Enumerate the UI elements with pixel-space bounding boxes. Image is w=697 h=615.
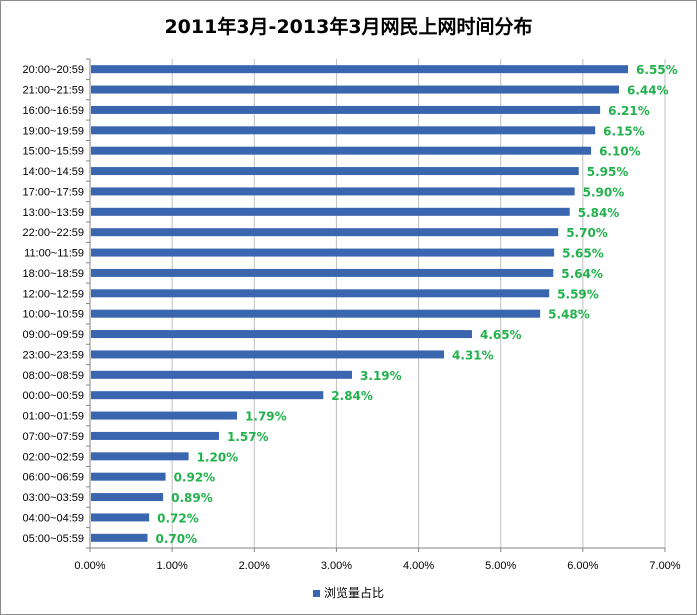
y-tick-label: 12:00~12:59 — [23, 288, 84, 300]
bar — [91, 85, 619, 94]
bar — [91, 289, 550, 298]
data-label: 5.48% — [548, 308, 590, 322]
data-label: 0.72% — [157, 511, 199, 525]
y-tick-label: 21:00~21:59 — [23, 85, 84, 97]
data-label: 1.79% — [245, 410, 287, 424]
x-tick-label: 7.00% — [649, 560, 680, 572]
y-tick-label: 10:00~10:59 — [23, 309, 84, 321]
data-label: 5.64% — [561, 267, 603, 281]
data-label: 5.65% — [562, 247, 604, 261]
bar — [91, 472, 166, 481]
data-label: 4.31% — [452, 348, 494, 362]
x-tick-label: 2.00% — [239, 560, 270, 572]
y-tick-label: 09:00~09:59 — [23, 329, 84, 341]
y-tick-label: 18:00~18:59 — [23, 268, 84, 280]
bar — [91, 350, 445, 359]
y-tick-label: 03:00~03:59 — [23, 492, 84, 504]
data-label: 5.95% — [587, 165, 629, 179]
y-tick-label: 06:00~06:59 — [23, 472, 84, 484]
bar — [91, 187, 575, 196]
bar — [91, 533, 148, 542]
bar — [91, 411, 238, 420]
x-tick-label: 0.00% — [74, 560, 105, 572]
data-label: 0.89% — [171, 491, 213, 505]
bar — [91, 248, 555, 257]
y-tick-label: 16:00~16:59 — [23, 105, 84, 117]
y-tick-label: 19:00~19:59 — [23, 125, 84, 137]
y-tick-label: 04:00~04:59 — [23, 512, 84, 524]
y-tick-label: 17:00~17:59 — [23, 186, 84, 198]
y-tick-label: 22:00~22:59 — [23, 227, 84, 239]
bar — [91, 391, 324, 400]
bar — [91, 268, 554, 277]
y-tick-label: 07:00~07:59 — [23, 431, 84, 443]
data-label: 3.19% — [360, 369, 402, 383]
y-tick-label: 05:00~05:59 — [23, 533, 84, 545]
data-label: 5.84% — [578, 206, 620, 220]
y-tick-label: 13:00~13:59 — [23, 207, 84, 219]
bar — [91, 493, 164, 502]
bar — [91, 370, 353, 379]
data-label: 0.92% — [174, 471, 216, 485]
y-tick-label: 15:00~15:59 — [23, 146, 84, 158]
x-tick-label: 4.00% — [403, 560, 434, 572]
bar — [91, 309, 541, 318]
data-label: 2.84% — [331, 389, 373, 403]
bar — [91, 126, 596, 135]
bar — [91, 146, 592, 155]
data-label: 4.65% — [480, 328, 522, 342]
y-tick-label: 00:00~00:59 — [23, 390, 84, 402]
chart-title: 2011年3月-2013年3月网民上网时间分布 — [164, 16, 533, 38]
x-tick-label: 1.00% — [157, 560, 188, 572]
data-label: 6.44% — [627, 84, 669, 98]
data-label: 5.70% — [566, 226, 608, 240]
data-label: 0.70% — [156, 532, 198, 546]
legend-swatch — [312, 590, 320, 597]
data-label: 6.21% — [608, 104, 650, 118]
bar — [91, 207, 570, 216]
data-label: 5.59% — [557, 287, 599, 301]
bar — [91, 228, 559, 237]
bar — [91, 167, 579, 176]
x-tick-label: 5.00% — [485, 560, 516, 572]
data-label: 1.57% — [227, 430, 269, 444]
bar — [91, 431, 219, 440]
x-tick-label: 6.00% — [567, 560, 598, 572]
data-label: 5.90% — [583, 185, 625, 199]
bar — [91, 452, 189, 461]
legend-label: 浏览量占比 — [323, 586, 384, 600]
y-tick-label: 23:00~23:59 — [23, 349, 84, 361]
y-tick-label: 14:00~14:59 — [23, 166, 84, 178]
data-label: 1.20% — [197, 450, 239, 464]
x-tick-label: 3.00% — [321, 560, 352, 572]
bar — [91, 65, 629, 74]
y-tick-label: 02:00~02:59 — [23, 451, 84, 463]
data-label: 6.10% — [599, 145, 641, 159]
bar — [91, 330, 472, 339]
y-tick-label: 01:00~01:59 — [23, 411, 84, 423]
legend: 浏览量占比 — [0, 584, 697, 601]
y-tick-label: 11:00~11:59 — [24, 248, 84, 260]
y-tick-label: 08:00~08:59 — [23, 370, 84, 382]
data-label: 6.15% — [603, 124, 645, 138]
data-label: 6.55% — [636, 63, 678, 77]
y-tick-label: 20:00~20:59 — [23, 64, 84, 76]
bar — [91, 105, 601, 114]
bar — [91, 513, 150, 522]
